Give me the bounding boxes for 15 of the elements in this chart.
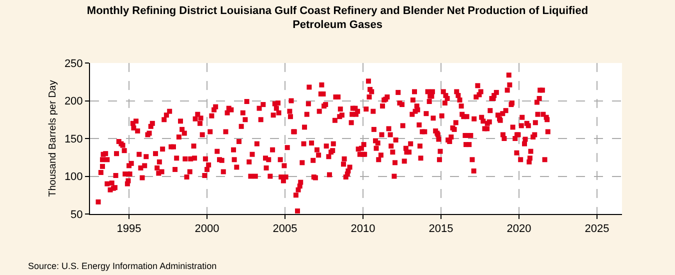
y-tick-label: 150 — [64, 133, 83, 146]
x-tick-label: 2025 — [584, 223, 610, 236]
x-tick-label: 2005 — [272, 223, 298, 236]
y-tick-label: 100 — [64, 171, 83, 184]
x-tick-label: 2020 — [506, 223, 532, 236]
y-tick-label: 200 — [64, 96, 83, 108]
x-tick-label: 2000 — [194, 223, 220, 236]
x-tick-label: 2010 — [350, 223, 376, 236]
y-tick-label: 250 — [64, 58, 83, 70]
chart-title: Monthly Refining District Louisiana Gulf Coast Refinery and Blender Net Production of Liquified Petroleum Gases — [86, 4, 588, 32]
y-axis-title: Thousand Barrels per Day — [47, 80, 58, 197]
source-note: Source: U.S. Energy Information Administration — [28, 261, 217, 271]
x-tick-label: 2015 — [428, 223, 454, 236]
x-tick-label: 1995 — [116, 223, 142, 236]
y-tick-label: 50 — [70, 208, 83, 221]
